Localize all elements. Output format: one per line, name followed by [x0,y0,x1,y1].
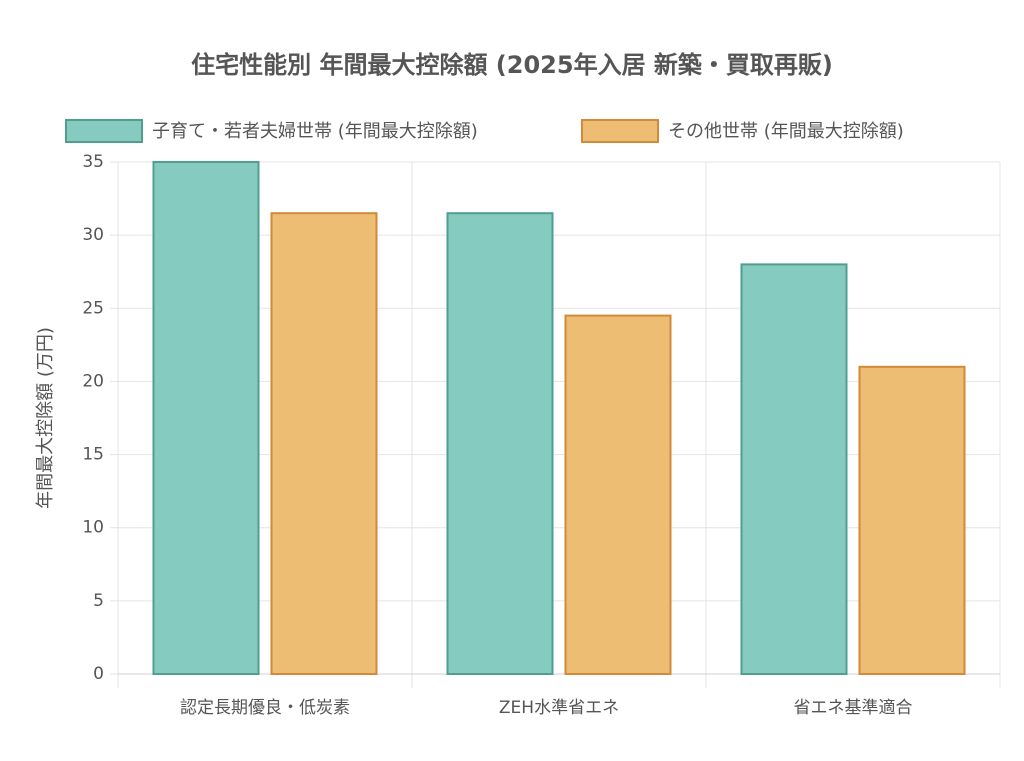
y-tick-label: 5 [93,591,104,611]
chart-title: 住宅性能別 年間最大控除額 (2025年入居 新築・買取再販) [191,51,833,79]
bar [446,212,554,675]
x-tick-label: ZEH水準省エネ [499,698,619,718]
x-tick-label: 認定長期優良・低炭素 [180,698,350,718]
legend-label: その他世帯 (年間最大控除額) [668,121,904,142]
y-tick-label: 0 [93,664,104,684]
y-tick-label: 10 [82,518,104,538]
bar [270,212,378,675]
y-tick-label: 35 [82,152,104,172]
legend-swatch [65,119,143,143]
legend-label: 子育て・若者夫婦世帯 (年間最大控除額) [152,121,478,142]
bar [564,314,672,675]
legend-swatch [581,119,659,143]
bar [858,365,966,675]
bar [152,161,260,675]
y-tick-label: 20 [82,371,104,391]
y-tick-label: 15 [82,445,104,465]
x-tick-label: 省エネ基準適合 [794,698,913,718]
y-tick-label: 25 [82,298,104,318]
y-tick-label: 30 [82,225,104,245]
bar [740,263,848,675]
y-axis-label: 年間最大控除額 (万円) [35,327,56,509]
